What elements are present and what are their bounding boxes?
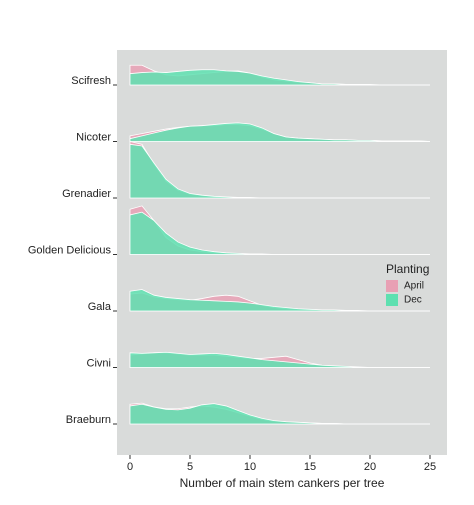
density-ridge [129, 211, 430, 255]
x-tick-label: 5 [187, 461, 193, 473]
x-axis-label: Number of main stem cankers per tree [180, 476, 385, 490]
y-tick-label: Grenadier [62, 188, 111, 200]
legend-label: April [404, 281, 424, 292]
y-tick-label: Braeburn [66, 414, 111, 426]
y-tick-label: Civni [87, 357, 111, 369]
x-tick-label: 20 [364, 461, 376, 473]
y-tick-label: Golden Delicious [28, 244, 112, 256]
y-tick-label: Gala [88, 301, 112, 313]
density-ridge [129, 289, 430, 312]
density-ridge [129, 143, 430, 199]
x-tick-label: 15 [304, 461, 316, 473]
legend-title: Planting [386, 262, 429, 276]
legend-label: Dec [404, 295, 422, 306]
x-tick-label: 10 [244, 461, 256, 473]
density-ridge [129, 351, 430, 368]
y-tick-label: Nicoter [76, 131, 111, 143]
y-tick-label: Scifresh [71, 75, 111, 87]
legend-swatch [386, 280, 398, 292]
density-ridge [129, 403, 430, 425]
x-tick-label: 25 [424, 461, 436, 473]
density-ridge [129, 69, 430, 86]
legend-swatch [386, 294, 398, 306]
density-ridge [129, 122, 431, 142]
x-tick-label: 0 [127, 461, 133, 473]
